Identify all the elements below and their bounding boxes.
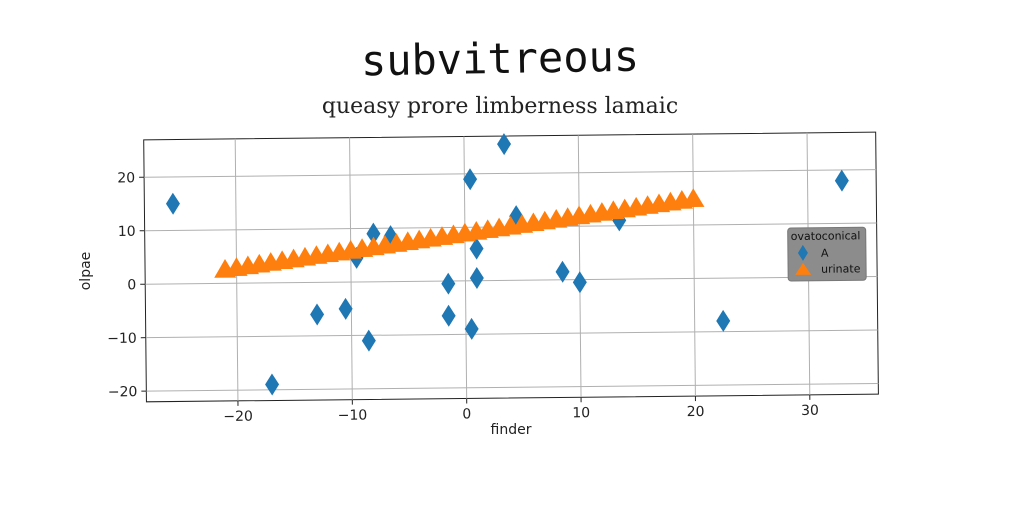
point-series-a: [366, 222, 381, 245]
point-series-a: [464, 317, 479, 340]
point-series-a: [572, 271, 587, 294]
y-gridline: [146, 382, 879, 392]
point-series-a: [469, 237, 484, 260]
x-tick-label: −10: [338, 408, 368, 424]
y-tick-label: 0: [127, 277, 136, 293]
x-tick-label: −20: [223, 409, 253, 425]
x-tick-label: 20: [687, 404, 705, 420]
point-series-urinate: [682, 188, 705, 208]
point-series-a: [165, 192, 180, 215]
point-series-a: [834, 169, 849, 192]
legend-marker-urinate: [795, 262, 812, 275]
x-axis-label: finder: [491, 422, 532, 438]
x-gridline: [577, 135, 582, 398]
point-series-a: [441, 304, 456, 327]
point-series-a: [361, 329, 376, 352]
legend-marker-a: [797, 244, 808, 261]
y-gridline: [145, 276, 878, 285]
point-series-a: [469, 267, 484, 290]
gridlines: [144, 132, 879, 401]
point-series-a: [555, 260, 570, 283]
point-series-a: [265, 373, 280, 396]
point-series-a: [463, 168, 478, 191]
y-axis-label: olpae: [78, 252, 94, 291]
point-series-a: [497, 133, 512, 156]
legend-box: [787, 226, 867, 282]
x-gridline: [692, 134, 696, 397]
x-tick-label: 10: [572, 405, 590, 421]
chart-subtitle: queasy prore limberness lamaic: [321, 94, 679, 119]
y-tick-label: 10: [118, 224, 136, 240]
x-tick-label: 30: [801, 403, 819, 419]
y-gridline: [144, 169, 877, 178]
y-tick-label: −20: [108, 384, 138, 400]
point-series-a: [310, 303, 325, 326]
y-gridline: [145, 329, 878, 339]
legend-title: ovatoconical: [791, 229, 861, 243]
point-series-a: [441, 272, 456, 295]
axis-ticks: −20 −10 0 10 20 30 −20 −10 0 10 20: [107, 170, 819, 425]
x-tick-label: 0: [462, 406, 471, 422]
point-series-a: [716, 309, 731, 332]
data-series: [165, 133, 849, 396]
point-series-a: [338, 297, 353, 320]
legend-label-a: A: [821, 247, 829, 260]
x-gridline: [349, 137, 353, 400]
y-tick-label: −10: [107, 331, 137, 347]
plot-area: −20 −10 0 10 20 30 −20 −10 0 10 20 ovatoconical Aur…: [107, 131, 879, 425]
y-tick-label: 20: [117, 170, 135, 186]
legend-label-urinate: urinate: [821, 262, 861, 275]
